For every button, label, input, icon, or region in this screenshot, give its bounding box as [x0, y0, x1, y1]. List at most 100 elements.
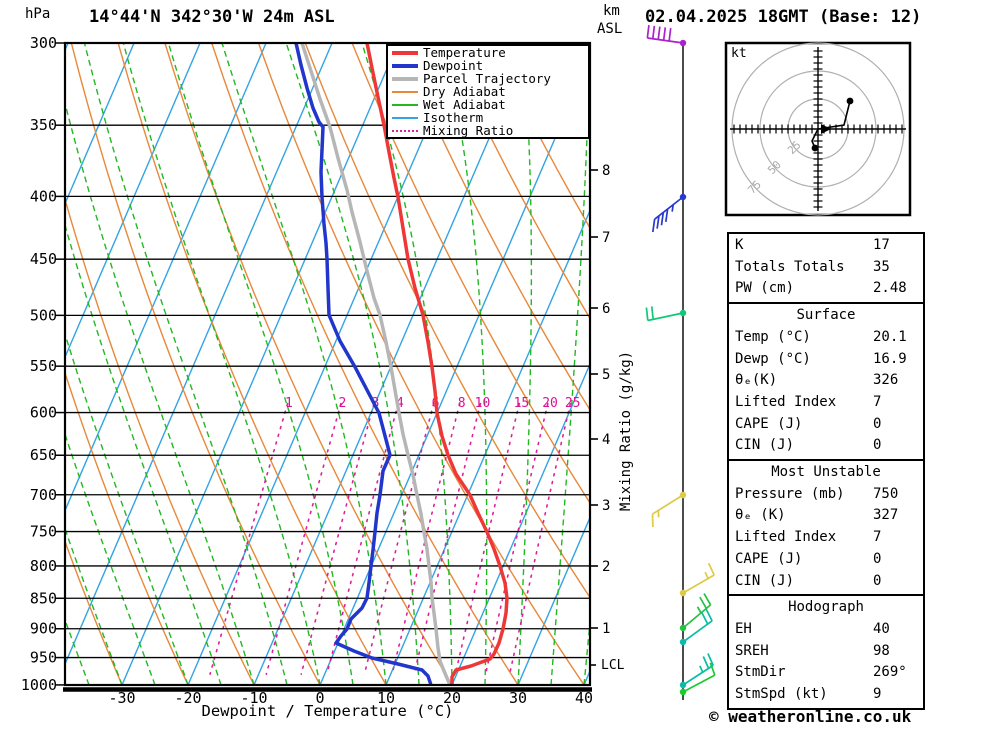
stats-row: CAPE (J) 0: [735, 414, 917, 436]
stats-row-value: 269°: [873, 664, 907, 681]
legend-swatch: [392, 116, 418, 119]
svg-text:300: 300: [30, 34, 57, 52]
legend-swatch: [392, 129, 418, 132]
svg-text:1: 1: [285, 396, 293, 411]
stats-row: Lifted Index 7: [735, 392, 917, 414]
stats-row-value: 17: [873, 237, 890, 253]
svg-text:20: 20: [542, 396, 558, 411]
svg-text:1000: 1000: [21, 676, 57, 694]
svg-text:6: 6: [602, 301, 610, 317]
wind-barb: [679, 653, 714, 689]
stats-row-label: CAPE (J): [735, 550, 803, 567]
stats-row-value: 326: [873, 372, 899, 389]
legend-item: Isotherm: [388, 111, 588, 124]
stats-row: PW (cm) 2.48: [735, 278, 917, 300]
svg-text:350: 350: [30, 116, 57, 134]
stats-row: Pressure (mb) 750: [735, 484, 917, 506]
stats-row-label: CIN (J): [735, 437, 795, 454]
stats-section-title: Hodograph: [788, 599, 864, 616]
copyright: © weatheronline.co.uk: [709, 707, 912, 726]
svg-text:900: 900: [30, 620, 57, 638]
legend-label: Isotherm: [423, 109, 484, 125]
wind-barb: [651, 193, 687, 233]
stats-row-value: 7: [873, 393, 882, 410]
page-title: 14°44'N 342°30'W 24m ASL: [89, 7, 335, 27]
legend-label: Temperature: [423, 45, 506, 61]
stats-row-label: Temp (°C): [735, 328, 811, 345]
svg-text:25: 25: [565, 396, 581, 411]
stats-row: Dewp (°C) 16.9: [735, 349, 917, 371]
stats-row-label: Pressure (mb): [735, 485, 845, 502]
svg-text:3: 3: [602, 498, 610, 514]
stats-row: CIN (J) 0: [735, 571, 917, 593]
stats-row: θₑ(K) 326: [735, 370, 917, 392]
plot-frame: [63, 41, 592, 687]
wind-barb: [645, 306, 687, 322]
km-axis: 8 7 6 5 4 3 2 1: [590, 163, 610, 666]
svg-text:30: 30: [509, 689, 527, 707]
stats-row-value: 16.9: [873, 350, 907, 367]
stats-row: CIN (J) 0: [735, 435, 917, 457]
svg-text:750: 750: [30, 523, 57, 541]
legend-item: Dewpoint: [388, 60, 588, 73]
svg-text:15: 15: [514, 396, 530, 411]
legend-label: Dewpoint: [423, 58, 484, 74]
stats-row-label: Lifted Index: [735, 529, 837, 546]
legend-swatch: [392, 91, 418, 94]
stats-row-label: SREH: [735, 642, 769, 659]
legend-label: Parcel Trajectory: [423, 71, 551, 87]
mixing-ratio-value-labels: 1 2 3 4 6 8 10 15 20 25: [285, 396, 580, 411]
legend-label: Wet Adiabat: [423, 97, 506, 112]
stats-row-value: 20.1: [873, 328, 907, 345]
legend-item: Temperature: [388, 47, 588, 60]
pressure-unit-label: hPa: [25, 6, 51, 22]
stats-row: EH 40: [735, 619, 917, 641]
stats-row-value: 2.48: [873, 280, 907, 297]
stats-row-value: 98: [873, 642, 890, 659]
stats-row-label: PW (cm): [735, 280, 795, 297]
stats-row-value: 35: [873, 258, 890, 275]
datetime-label: 02.04.2025 18GMT (Base: 12): [645, 7, 922, 27]
svg-text:-20: -20: [174, 689, 201, 707]
svg-text:550: 550: [30, 357, 57, 375]
svg-text:4: 4: [396, 396, 404, 411]
svg-text:850: 850: [30, 589, 57, 607]
stats-section: Most Unstable Pressure (mb) 750 θₑ (K) 327 Li…: [727, 459, 925, 597]
svg-text:500: 500: [30, 306, 57, 324]
temperature-curve: [365, 42, 509, 685]
svg-text:950: 950: [30, 649, 57, 667]
svg-text:600: 600: [30, 404, 57, 422]
stats-row: SREH 98: [735, 641, 917, 663]
dewpoint-curve: [294, 42, 433, 686]
legend-item: Wet Adiabat: [388, 97, 588, 112]
stats-row: Totals Totals 35: [735, 257, 917, 279]
svg-text:20: 20: [443, 689, 461, 707]
sounding-curves: [294, 42, 509, 686]
svg-text:800: 800: [30, 557, 57, 575]
svg-text:8: 8: [458, 396, 466, 411]
svg-text:450: 450: [30, 250, 57, 268]
stats-row-value: 7: [873, 529, 882, 546]
stats-row-label: CAPE (J): [735, 415, 803, 432]
stats-row-label: EH: [735, 620, 752, 637]
stats-row: Lifted Index 7: [735, 527, 917, 549]
legend-label: Mixing Ratio: [423, 122, 514, 138]
asl-unit-label: ASL: [597, 21, 623, 37]
stats-row-value: 40: [873, 620, 890, 637]
wind-barb-column: [645, 24, 716, 700]
mixing-ratio-axis-title: Mixing Ratio (g/kg): [618, 350, 634, 512]
legend-label: Dry Adiabat: [423, 84, 506, 100]
lcl-label: LCL: [601, 658, 625, 673]
storm-motion-arrow: [821, 124, 831, 134]
svg-text:8: 8: [602, 163, 610, 179]
stats-row-value: 0: [873, 572, 882, 589]
legend-item: Parcel Trajectory: [388, 71, 588, 87]
x-axis-title: Dewpoint / Temperature (°C): [201, 702, 454, 720]
stats-row-label: K: [735, 237, 744, 253]
svg-text:40: 40: [575, 689, 593, 707]
stats-row-value: 750: [873, 485, 899, 502]
svg-text:700: 700: [30, 486, 57, 504]
stats-section: K 17 Totals Totals 35 PW (cm) 2.48: [727, 232, 925, 305]
